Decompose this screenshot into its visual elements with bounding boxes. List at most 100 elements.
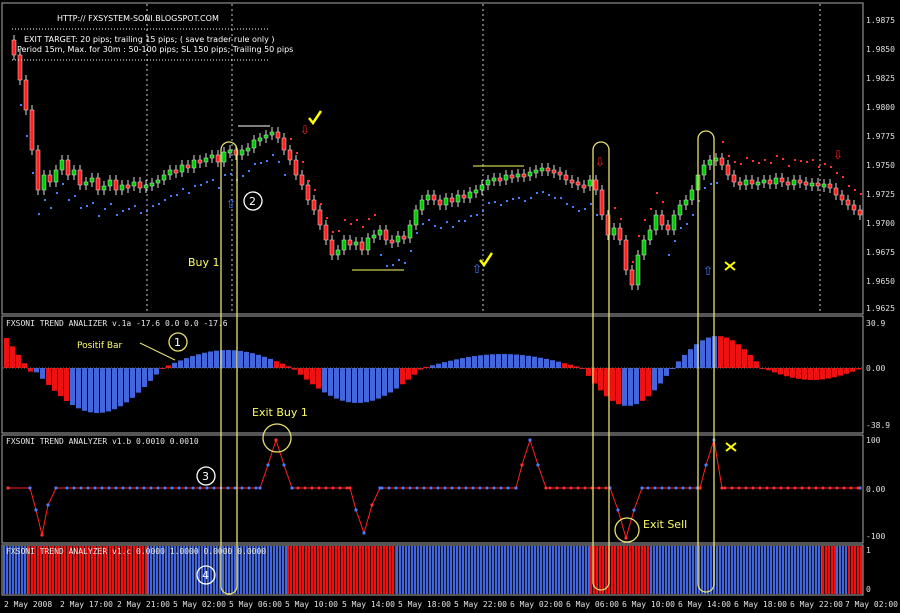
trend-bar — [614, 546, 617, 594]
sar-dot — [728, 155, 730, 157]
histogram-bar — [370, 368, 375, 401]
candle-body — [119, 184, 125, 191]
trend-bar — [561, 546, 564, 594]
histogram-bar — [640, 368, 645, 401]
sar-dot — [422, 223, 424, 225]
indicator-dot — [849, 486, 853, 490]
candle-body — [527, 171, 533, 177]
sar-dot — [554, 197, 556, 199]
candle-body — [389, 239, 395, 244]
trend-bar — [365, 546, 368, 594]
sar-dot — [764, 159, 766, 161]
trend-bar — [516, 546, 519, 594]
sar-dot — [512, 198, 514, 200]
trend-bar — [216, 546, 219, 594]
trend-bar — [857, 546, 860, 594]
axis-tick: 1 — [866, 546, 871, 555]
trend-bar — [159, 546, 162, 594]
histogram-bar — [826, 368, 831, 379]
trend-bar — [570, 546, 573, 594]
candle-body — [737, 181, 743, 186]
indicator-dot — [520, 463, 524, 467]
price-panel[interactable] — [1, 2, 864, 315]
trend-bar — [311, 546, 314, 594]
candle-body — [149, 182, 155, 187]
histogram-bar — [238, 350, 243, 368]
candle-body — [65, 159, 71, 176]
trend-bar — [486, 546, 489, 594]
candle-body — [425, 194, 431, 201]
candle-body — [395, 235, 401, 243]
indicator-dot — [555, 486, 559, 490]
histogram-bar — [718, 336, 723, 368]
highlight-sell-capsule — [592, 141, 610, 591]
trend-bar — [701, 546, 704, 594]
histogram-bar — [454, 359, 459, 368]
trend-bar — [34, 546, 37, 594]
histogram-bar — [412, 368, 417, 375]
candle-body — [509, 174, 515, 179]
candle-body — [443, 197, 449, 206]
trend-bar — [474, 546, 477, 594]
candle-body — [53, 169, 59, 183]
sar-dot — [320, 203, 322, 205]
histogram-bar — [286, 366, 291, 368]
trend-bar — [168, 546, 171, 594]
sar-dot — [116, 214, 118, 216]
indicator-dot — [723, 486, 727, 490]
candle-body — [785, 181, 791, 186]
indicator-dot — [65, 486, 69, 490]
histogram-bar — [796, 368, 801, 379]
candle-body — [335, 249, 341, 256]
trend-bar — [683, 546, 686, 594]
exit-sell-circle — [614, 517, 640, 543]
histogram-bar — [634, 368, 639, 405]
trend-bar — [423, 546, 426, 594]
indicator-dot — [362, 531, 366, 535]
trend-bar — [537, 546, 540, 594]
indicator-dot — [674, 486, 678, 490]
indicator-dot — [632, 508, 636, 512]
candle-body — [473, 189, 479, 194]
sar-dot — [284, 174, 286, 176]
sar-dot — [230, 173, 232, 175]
axis-tick: 0.00 — [866, 364, 885, 373]
histogram-bar — [484, 354, 489, 368]
indicator-dot — [370, 503, 374, 507]
candle-body — [827, 183, 833, 189]
sar-dot — [344, 219, 346, 221]
candle-body — [449, 197, 455, 203]
indicator-dot — [660, 486, 664, 490]
trend-bar — [55, 546, 58, 594]
trend-bar — [806, 546, 809, 594]
indicator-dot — [177, 486, 181, 490]
trend-bar — [350, 546, 353, 594]
indicator-dot — [597, 486, 601, 490]
sar-dot — [332, 231, 334, 233]
trend-bar — [399, 546, 402, 594]
trend-bar — [828, 546, 831, 594]
sar-dot — [584, 208, 586, 210]
candle-body — [23, 79, 29, 111]
analyzer-b-panel[interactable] — [1, 434, 864, 544]
indicator-dot — [856, 486, 860, 490]
candle-body — [557, 171, 563, 176]
candle-body — [155, 179, 161, 184]
price-tick: 1.9675 — [866, 248, 895, 257]
histogram-bar — [418, 368, 423, 370]
sar-dot — [404, 262, 406, 264]
axis-tick: 0.00 — [866, 485, 885, 494]
trend-bar — [468, 546, 471, 594]
indicator-dot — [317, 486, 321, 490]
candle-body — [281, 137, 287, 151]
exit-buy-circle — [262, 423, 292, 453]
trend-bar — [201, 546, 204, 594]
indicator-dot — [107, 486, 111, 490]
indicator-dot — [46, 503, 50, 507]
histogram-bar — [88, 368, 93, 413]
trend-bar — [165, 546, 168, 594]
trend-bar — [18, 546, 21, 594]
up-arrow-icon: ⇧ — [472, 262, 482, 276]
sar-dot — [494, 201, 496, 203]
